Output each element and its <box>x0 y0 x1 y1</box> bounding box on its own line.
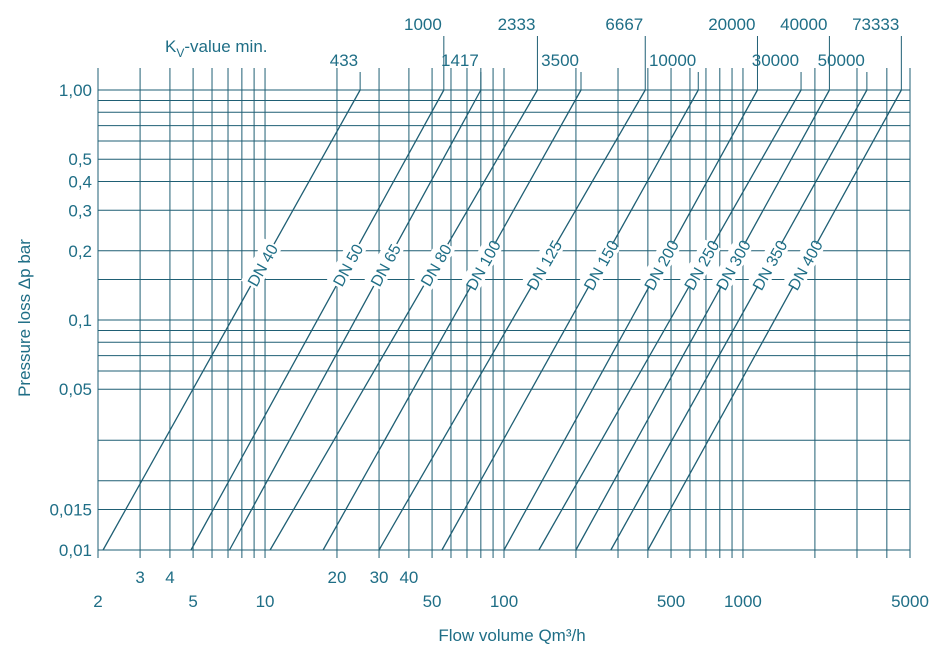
dn-label-group: DN 50 <box>326 238 368 291</box>
y-tick-label: 0,015 <box>49 500 92 519</box>
kv-value-label: 6667 <box>605 15 643 34</box>
x-tick-label: 2 <box>93 592 102 611</box>
dn-label-bg <box>364 238 405 291</box>
x-tick-label: 10 <box>256 592 275 611</box>
y-tick-label: 0,4 <box>68 173 92 192</box>
axis-labels: 1,00 0,5 0,4 0,3 0,2 0,1 0,05 0,015 0,01 2 5 10 50 10… <box>49 81 928 611</box>
dn-label-group: DN 65 <box>364 238 405 291</box>
kv-value-label: 40000 <box>780 15 827 34</box>
x-tick-label: 20 <box>328 568 347 587</box>
kv-value-label: 3500 <box>541 51 579 70</box>
series-lines <box>102 89 902 551</box>
dn-label-bg <box>522 238 564 291</box>
dn-series-line <box>441 89 699 551</box>
dn-label-bg <box>326 238 368 291</box>
x-tick-label: 4 <box>165 568 174 587</box>
kv-value-label: 1000 <box>404 15 442 34</box>
x-tick-label: 100 <box>490 592 518 611</box>
dn-series-line <box>228 89 482 551</box>
dn-series-line <box>647 89 902 551</box>
dn-series-line <box>378 89 646 551</box>
dn-label-bg <box>783 238 825 291</box>
y-tick-label: 0,5 <box>68 150 92 169</box>
y-tick-label: 0,1 <box>68 311 92 330</box>
dn-label-group: DN 200 <box>639 238 683 294</box>
y-tick-label: 0,01 <box>59 541 92 560</box>
dn-series-line <box>538 89 802 551</box>
grid <box>97 68 911 558</box>
x-tick-label: 1000 <box>724 592 762 611</box>
kv-value-label: 2333 <box>498 15 536 34</box>
dn-label-bg <box>639 238 681 291</box>
y-tick-label: 0,2 <box>68 242 92 261</box>
dn-label-bg <box>414 238 456 291</box>
dn-series-line <box>102 89 361 551</box>
kv-value-title: KV-value min. <box>165 37 268 60</box>
dn-label-bg <box>579 238 621 291</box>
kv-value-label: 30000 <box>752 51 799 70</box>
kv-value-label: 73333 <box>852 15 899 34</box>
dn-label-group: DN 40 <box>241 238 282 291</box>
dn-series-label: DN 400 <box>786 238 827 294</box>
y-tick-label: 0,3 <box>68 201 92 220</box>
kv-value-label: 20000 <box>708 15 755 34</box>
y-tick-label: 0,05 <box>59 380 92 399</box>
y-tick-label: 1,00 <box>59 81 92 100</box>
dn-series-line <box>190 89 445 551</box>
dn-series-line <box>575 89 830 551</box>
dn-label-group: DN 125 <box>522 238 566 293</box>
x-tick-label: 30 <box>370 568 389 587</box>
x-tick-label: 5000 <box>891 592 929 611</box>
series-labels: DN 40 DN 50 DN 65 DN 80 DN 100 DN 125 DN 150 DN… <box>241 238 827 294</box>
dn-label-bg <box>241 238 282 291</box>
dn-series-line <box>503 89 759 551</box>
dn-label-bg <box>711 238 753 291</box>
kv-value-labels: 433 1000 1417 2333 3500 6667 10000 20000 30000 40… <box>330 15 902 90</box>
dn-label-bg <box>461 238 503 291</box>
dn-label-group: DN 350 <box>748 238 791 294</box>
x-tick-label: 5 <box>188 592 197 611</box>
dn-label-bg <box>679 238 722 291</box>
dn-label-group: DN 80 <box>414 238 456 291</box>
x-tick-label: 500 <box>657 592 685 611</box>
x-tick-label: 50 <box>423 592 442 611</box>
dn-series-line <box>269 89 538 551</box>
x-tick-label: 3 <box>135 568 144 587</box>
dn-label-bg <box>748 238 790 291</box>
dn-series-line <box>322 89 582 551</box>
dn-label-group: DN 400 <box>783 238 827 294</box>
dn-series-line <box>610 89 868 551</box>
kv-value-label: 1417 <box>441 51 479 70</box>
kv-value-label: 10000 <box>649 51 696 70</box>
x-tick-label: 40 <box>399 568 418 587</box>
kv-value-label: 433 <box>330 51 358 70</box>
y-axis-label: Pressure loss Δp bar <box>15 239 34 397</box>
x-axis-label: Flow volume Qm³/h <box>438 626 585 645</box>
kv-value-label: 50000 <box>818 51 865 70</box>
dn-label-group: DN 150 <box>579 238 623 294</box>
